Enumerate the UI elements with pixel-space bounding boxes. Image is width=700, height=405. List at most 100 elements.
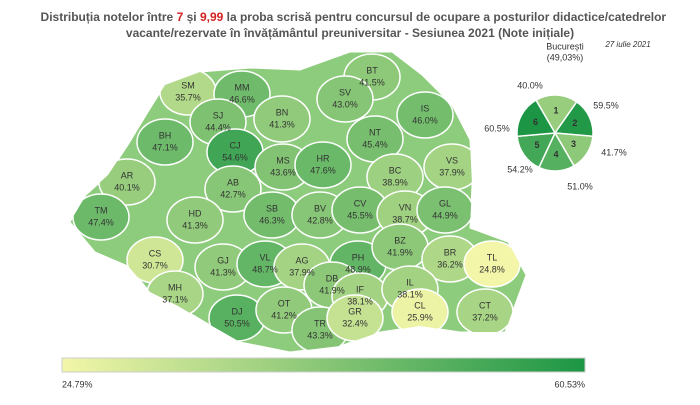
county-value: 41.9% bbox=[319, 285, 345, 295]
title-line2: vacante/rezervate în învățământul preuni… bbox=[126, 26, 574, 40]
county-code: CJ bbox=[230, 140, 241, 150]
county-code: CV bbox=[354, 198, 367, 208]
county-code: CS bbox=[149, 248, 162, 258]
county-value: 41.3% bbox=[210, 267, 236, 277]
county-code: GL bbox=[439, 198, 451, 208]
county-value: 47.6% bbox=[310, 165, 336, 175]
county-value: 36.2% bbox=[437, 259, 463, 269]
county-value: 35.7% bbox=[175, 92, 201, 102]
county-code: MS bbox=[276, 155, 290, 165]
sector-number: 5 bbox=[534, 140, 539, 150]
county-value: 44.4% bbox=[205, 122, 231, 132]
sector-value: 60.5% bbox=[484, 123, 510, 133]
county-code: BV bbox=[314, 203, 326, 213]
county-code: SJ bbox=[213, 110, 224, 120]
sector-number: 4 bbox=[553, 149, 558, 159]
county-code: CT bbox=[479, 300, 491, 310]
sector-value: 59.5% bbox=[593, 100, 619, 110]
county-value: 38.1% bbox=[397, 289, 423, 299]
county-value: 25.9% bbox=[407, 312, 433, 322]
county-code: IS bbox=[421, 103, 430, 113]
county-value: 43.0% bbox=[332, 99, 358, 109]
county-code: TR bbox=[314, 318, 326, 328]
sector-value: 54.2% bbox=[507, 164, 533, 174]
county-code: BH bbox=[159, 130, 172, 140]
sector-number: 1 bbox=[553, 105, 558, 115]
sector-number: 6 bbox=[533, 117, 538, 127]
county-code: SV bbox=[339, 87, 351, 97]
county-area bbox=[253, 95, 311, 143]
legend-bar bbox=[61, 357, 586, 373]
county-value: 41.3% bbox=[269, 119, 295, 129]
county-code: IL bbox=[406, 277, 414, 287]
county-code: VS bbox=[446, 155, 458, 165]
county-code: AR bbox=[121, 170, 134, 180]
county-value: 47.1% bbox=[152, 142, 178, 152]
county-value: 38.7% bbox=[392, 214, 418, 224]
county-value: 41.3% bbox=[182, 220, 208, 230]
title-part: și bbox=[183, 10, 200, 24]
county-code: PH bbox=[352, 252, 365, 262]
date: 27 iulie 2021 bbox=[604, 40, 650, 49]
bucharest-inset: 1 40.0% 2 59.5% 3 41.7% 4 51.0% 5 54.2% 6 60.5% bbox=[484, 80, 627, 191]
county-value: 37.1% bbox=[162, 294, 188, 304]
county-code: VN bbox=[399, 202, 412, 212]
title-part: 7 bbox=[177, 10, 184, 24]
legend-max: 60.53% bbox=[554, 379, 585, 389]
county-value: 45.5% bbox=[347, 210, 373, 220]
county-code: OT bbox=[278, 298, 291, 308]
county-value: 40.1% bbox=[114, 182, 140, 192]
county-value: 41.2% bbox=[271, 310, 297, 320]
county-code: BC bbox=[389, 165, 402, 175]
sector-value: 51.0% bbox=[567, 181, 593, 191]
county-code: BN bbox=[276, 107, 289, 117]
county-value: 50.5% bbox=[224, 318, 250, 328]
county-code: TL bbox=[487, 252, 498, 262]
title-line1: Distribuția notelor între 7 și 9,99 la p… bbox=[24, 10, 676, 24]
bucharest-value: (49,03%) bbox=[547, 52, 584, 62]
county-area bbox=[136, 118, 194, 166]
county-value: 24.8% bbox=[479, 264, 505, 274]
county-code: BZ bbox=[394, 235, 406, 245]
county-code: GR bbox=[348, 306, 362, 316]
county-value: 38.9% bbox=[382, 177, 408, 187]
county-value: 43.6% bbox=[270, 167, 296, 177]
county-area bbox=[166, 196, 224, 244]
county-code: DB bbox=[326, 273, 339, 283]
county-value: 42.8% bbox=[307, 215, 333, 225]
county-value: 48.7% bbox=[252, 264, 278, 274]
county-value: 42.7% bbox=[220, 189, 246, 199]
county-value: 37.9% bbox=[439, 167, 465, 177]
county-code: MH bbox=[168, 282, 182, 292]
county-area bbox=[204, 165, 262, 213]
sector-area bbox=[516, 99, 557, 138]
county-value: 44.9% bbox=[432, 210, 458, 220]
county-code: TM bbox=[95, 205, 108, 215]
county-area bbox=[72, 193, 130, 241]
county-value: 37.9% bbox=[289, 267, 315, 277]
sector-number: 3 bbox=[571, 139, 576, 149]
title-part: la proba scrisă pentru concursul de ocup… bbox=[223, 10, 666, 24]
county-code: HR bbox=[317, 153, 330, 163]
county-value: 30.7% bbox=[142, 260, 168, 270]
county-value: 32.4% bbox=[342, 318, 368, 328]
county-code: VL bbox=[259, 252, 270, 262]
county-value: 46.0% bbox=[412, 115, 438, 125]
county-value: 45.4% bbox=[362, 139, 388, 149]
county-code: HD bbox=[189, 208, 202, 218]
county-value: 48.9% bbox=[345, 264, 371, 274]
title-part: Distribuția notelor între bbox=[41, 10, 177, 24]
bucharest-name: București bbox=[546, 41, 584, 51]
county-code: BT bbox=[366, 65, 378, 75]
sector-value: 40.0% bbox=[517, 80, 543, 90]
counties bbox=[72, 53, 521, 352]
sector-number: 2 bbox=[572, 118, 577, 128]
county-code: SB bbox=[266, 203, 278, 213]
county-value: 54.6% bbox=[222, 152, 248, 162]
county-area bbox=[463, 240, 521, 288]
county-area bbox=[294, 141, 352, 189]
county-code: BR bbox=[444, 247, 457, 257]
county-code: IF bbox=[356, 284, 365, 294]
county-value: 41.5% bbox=[359, 77, 385, 87]
